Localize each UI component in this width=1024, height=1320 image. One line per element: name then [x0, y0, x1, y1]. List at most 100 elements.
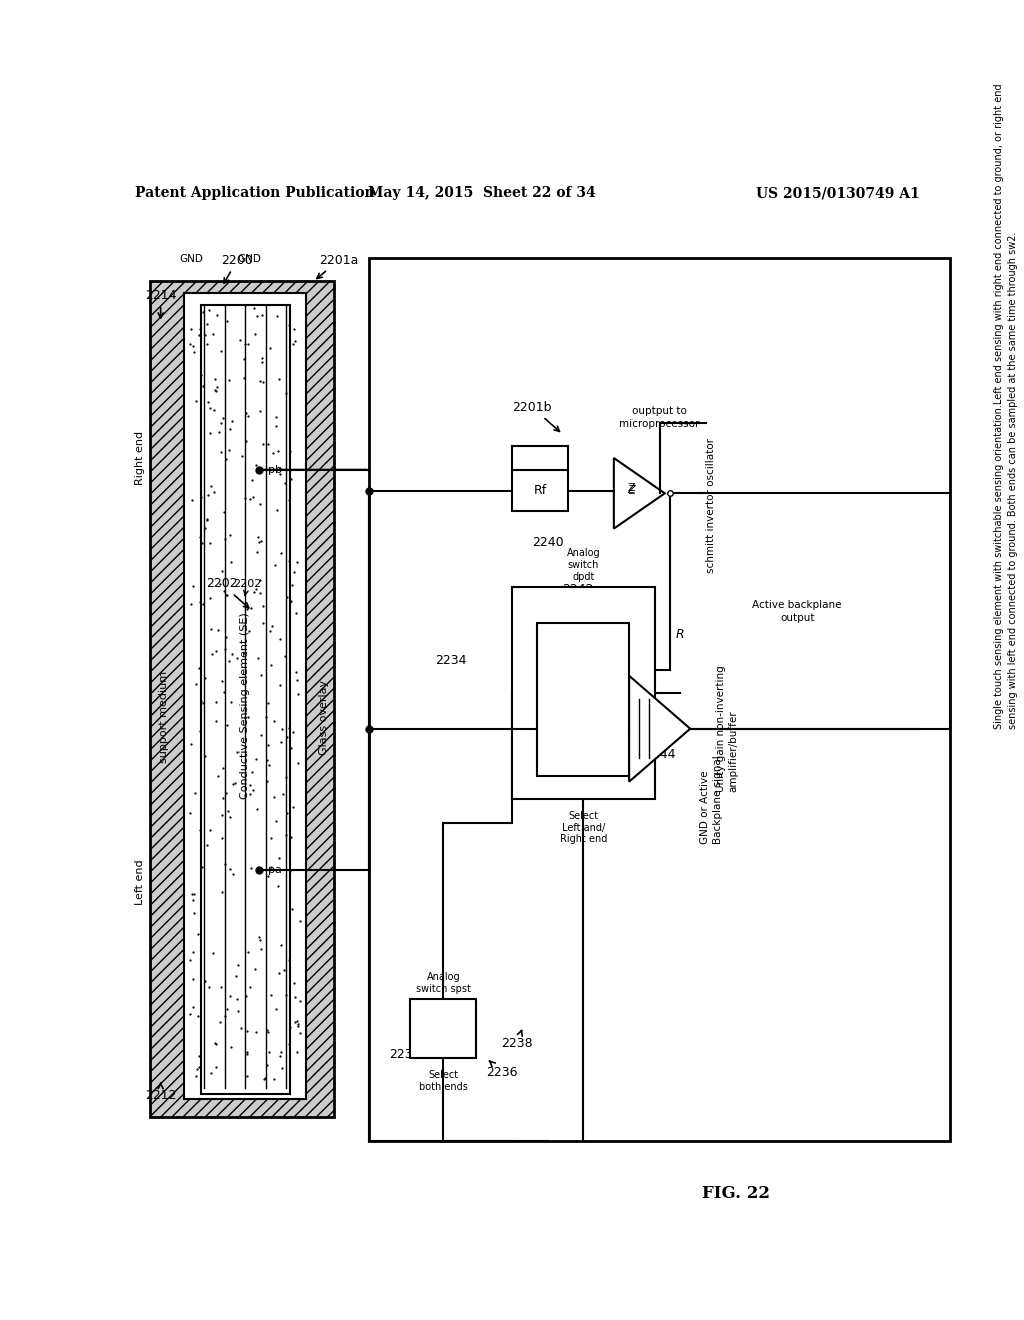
Point	[241, 620, 257, 642]
Point	[252, 929, 268, 950]
Point	[239, 1020, 255, 1041]
Point	[206, 399, 222, 420]
Point	[225, 863, 242, 884]
Point	[229, 989, 246, 1010]
Text: Single touch sensing element with switchable sensing orientation.Left end sensin: Single touch sensing element with switch…	[994, 83, 1018, 729]
Point	[282, 591, 298, 612]
Point	[203, 1063, 219, 1084]
Point	[273, 718, 290, 739]
Point	[286, 973, 302, 994]
Point	[222, 552, 239, 573]
Text: Rf: Rf	[534, 484, 547, 496]
Point	[190, 1056, 207, 1077]
Point	[273, 935, 290, 956]
Point	[202, 532, 218, 553]
Point	[220, 800, 237, 821]
Point	[260, 1022, 276, 1043]
Point	[267, 554, 284, 576]
Text: 2200: 2200	[221, 253, 253, 284]
Point	[233, 446, 250, 467]
Text: Select
both ends: Select both ends	[419, 1071, 468, 1092]
Point	[282, 1016, 298, 1038]
Point	[217, 1006, 233, 1027]
Text: Conductive Sensing element (SE): Conductive Sensing element (SE)	[241, 611, 250, 799]
Point	[207, 368, 223, 389]
Point	[185, 902, 202, 923]
Point	[281, 550, 297, 572]
Point	[238, 487, 254, 508]
Point	[251, 532, 267, 553]
Point	[266, 710, 283, 731]
Point	[249, 305, 265, 326]
Text: 2242: 2242	[562, 583, 594, 612]
Point	[181, 334, 198, 355]
Text: FIG. 22: FIG. 22	[702, 1185, 770, 1203]
Point	[280, 586, 296, 607]
Point	[246, 297, 262, 318]
Text: schmitt invertor oscillator: schmitt invertor oscillator	[706, 437, 716, 573]
Bar	[184, 293, 306, 1100]
Text: Unity gain non-inverting
amplifier/buffer: Unity gain non-inverting amplifier/buffe…	[716, 665, 738, 792]
Point	[283, 469, 299, 490]
Point	[257, 1068, 273, 1089]
Point	[201, 300, 217, 321]
Point	[290, 752, 306, 774]
Point	[255, 595, 271, 616]
Point	[252, 400, 268, 421]
Point	[219, 310, 236, 331]
Text: pa: pa	[267, 865, 282, 875]
Point	[203, 475, 219, 496]
Point	[210, 766, 226, 787]
Point	[216, 638, 232, 659]
Point	[199, 313, 215, 334]
Point	[237, 348, 253, 370]
Point	[259, 1055, 275, 1076]
Point	[287, 1011, 303, 1032]
Point	[278, 825, 294, 846]
Point	[206, 480, 222, 502]
Point	[247, 323, 263, 345]
Point	[260, 434, 276, 455]
Point	[290, 1014, 306, 1035]
Point	[263, 857, 280, 878]
Point	[222, 418, 239, 440]
Point	[281, 1034, 297, 1055]
Point	[183, 734, 200, 755]
Point	[253, 725, 269, 746]
Text: Active backplane
output: Active backplane output	[753, 601, 842, 623]
Point	[217, 627, 233, 648]
Bar	[151, 281, 334, 1117]
Text: R: R	[676, 628, 684, 642]
Point	[284, 898, 300, 919]
Polygon shape	[629, 676, 690, 781]
Polygon shape	[613, 458, 665, 528]
Point	[197, 517, 213, 539]
Point	[195, 593, 211, 614]
Point	[279, 726, 295, 747]
Point	[281, 314, 297, 335]
Point	[194, 487, 210, 508]
Point	[270, 875, 287, 896]
Point	[266, 785, 283, 807]
Point	[199, 508, 215, 529]
Bar	[202, 305, 290, 1093]
Point	[285, 333, 301, 354]
Point	[270, 368, 287, 389]
Point	[281, 718, 297, 739]
Point	[272, 543, 289, 564]
Point	[214, 561, 230, 582]
Point	[271, 847, 288, 869]
Point	[252, 939, 268, 960]
Point	[292, 1023, 308, 1044]
Point	[208, 640, 224, 661]
Point	[242, 977, 258, 998]
Text: Left end: Left end	[135, 859, 145, 904]
Text: US 2015/0130749 A1: US 2015/0130749 A1	[756, 186, 920, 201]
Text: sw2: sw2	[433, 1024, 454, 1034]
Point	[216, 502, 232, 523]
Point	[222, 985, 239, 1006]
Point	[244, 470, 260, 491]
Point	[260, 692, 276, 713]
Point	[219, 998, 236, 1019]
Point	[265, 1069, 282, 1090]
